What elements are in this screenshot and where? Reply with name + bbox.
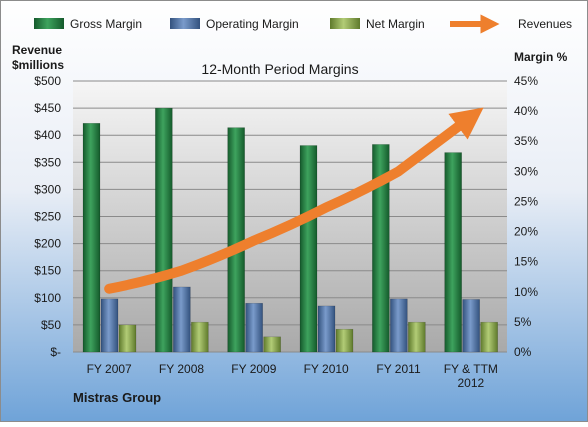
left-tick-label: $150 [34, 264, 61, 278]
right-tick-label: 5% [514, 315, 532, 329]
bar-net-margin [191, 322, 208, 352]
left-tick-label: $250 [34, 210, 61, 224]
category-label: FY 2008 [159, 362, 204, 376]
bar-net-margin [408, 322, 425, 352]
legend-label: Operating Margin [206, 17, 299, 31]
left-tick-label: $100 [34, 291, 61, 305]
bar-operating-margin [463, 299, 480, 352]
right-tick-label: 15% [514, 255, 538, 269]
category-label: FY 2009 [231, 362, 276, 376]
right-tick-label: 25% [514, 194, 538, 208]
bar-operating-margin [173, 287, 190, 352]
category-label: FY 2007 [87, 362, 132, 376]
legend-swatch [330, 18, 360, 29]
chart-title: 12-Month Period Margins [201, 61, 358, 77]
right-tick-label: 30% [514, 164, 538, 178]
right-tick-label: 20% [514, 225, 538, 239]
bar-gross-margin [300, 145, 317, 352]
bar-gross-margin [228, 128, 245, 352]
left-tick-label: $50 [41, 318, 61, 332]
left-tick-label: $200 [34, 237, 61, 251]
bar-operating-margin [246, 303, 263, 352]
left-tick-label: $450 [34, 101, 61, 115]
category-label: FY 2011 [376, 362, 421, 376]
footer-label: Mistras Group [73, 390, 161, 405]
bar-operating-margin [318, 306, 335, 352]
legend-label: Net Margin [366, 17, 425, 31]
legend-label: Revenues [518, 17, 572, 31]
right-tick-label: 40% [514, 104, 538, 118]
legend-swatch [170, 18, 200, 29]
legend-swatch [34, 18, 64, 29]
bar-gross-margin [83, 123, 100, 352]
left-tick-label: $- [50, 345, 61, 359]
legend-label: Gross Margin [70, 17, 142, 31]
bar-operating-margin [390, 299, 407, 352]
left-tick-label: $500 [34, 74, 61, 88]
bar-operating-margin [101, 299, 118, 352]
right-tick-label: 45% [514, 74, 538, 88]
right-tick-label: 0% [514, 345, 532, 359]
bar-net-margin [119, 325, 136, 352]
bar-net-margin [481, 322, 498, 352]
left-tick-label: $350 [34, 155, 61, 169]
left-axis-label-line1: Revenue [12, 43, 62, 57]
left-axis-label-line2: $millions [12, 58, 64, 72]
bar-net-margin [336, 329, 353, 352]
left-tick-label: $300 [34, 182, 61, 196]
right-axis-label: Margin % [514, 50, 568, 64]
bar-net-margin [264, 337, 281, 352]
bar-gross-margin [155, 108, 172, 352]
left-tick-label: $400 [34, 128, 61, 142]
category-label: FY 2010 [304, 362, 349, 376]
bar-gross-margin [445, 153, 462, 352]
right-tick-label: 10% [514, 285, 538, 299]
right-tick-label: 35% [514, 134, 538, 148]
